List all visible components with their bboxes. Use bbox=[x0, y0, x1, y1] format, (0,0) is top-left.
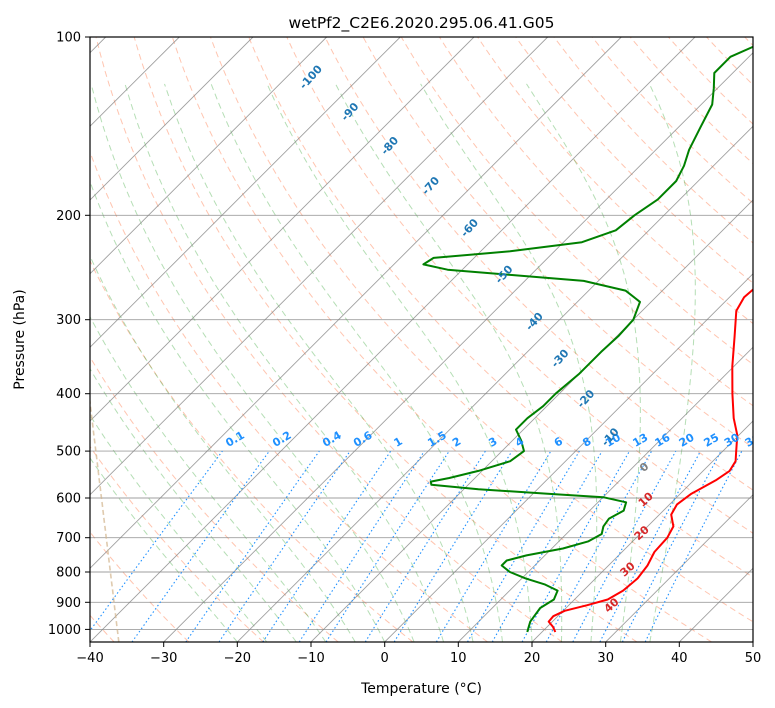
isotherm-line bbox=[384, 273, 753, 642]
x-tick-label: −10 bbox=[297, 651, 324, 666]
mixing-ratio-line bbox=[644, 450, 743, 642]
mixing-ratio-label: 36 bbox=[743, 431, 763, 450]
isotherm-line bbox=[236, 125, 753, 642]
chart-title: wetPf2_C2E6.2020.295.06.41.G05 bbox=[289, 14, 555, 33]
moist-adiabat-line bbox=[420, 83, 598, 642]
x-tick-label: 20 bbox=[524, 651, 541, 666]
mixing-ratio-line bbox=[545, 450, 653, 642]
axes: −40 −30 −20 −10 0 10 20 30 40 50 1000 900 800 700 600 5… bbox=[48, 31, 761, 667]
mixing-ratio-line bbox=[572, 450, 677, 642]
temperature-profile-line bbox=[547, 288, 753, 633]
y-tick-label: 800 bbox=[56, 566, 81, 581]
isotherm-line bbox=[531, 420, 753, 642]
y-tick-label: 600 bbox=[56, 492, 81, 507]
isotherm-line bbox=[90, 37, 696, 642]
x-tick-label: 0 bbox=[381, 651, 389, 666]
x-tick-label: −20 bbox=[224, 651, 251, 666]
mixing-ratio-line bbox=[393, 450, 513, 642]
dry-adiabat-line bbox=[171, 37, 712, 642]
dry-adiabat-line bbox=[248, 37, 753, 578]
dry-adiabat-line bbox=[90, 445, 264, 642]
mixing-ratio-line bbox=[325, 450, 450, 642]
y-tick-label: 400 bbox=[56, 387, 81, 402]
moist-adiabat-line bbox=[90, 457, 238, 642]
isotherm-line bbox=[90, 37, 549, 496]
moist-adiabat-line bbox=[90, 367, 297, 642]
moist-adiabat-line bbox=[210, 83, 503, 642]
moist-adiabat-line bbox=[335, 83, 563, 642]
saturation-curve bbox=[90, 396, 120, 642]
y-tick-label: 700 bbox=[56, 531, 81, 546]
moist-adiabat-line bbox=[526, 83, 641, 642]
dry-adiabat-line bbox=[591, 37, 753, 204]
y-axis-title: Pressure (hPa) bbox=[12, 289, 28, 389]
dry-adiabat-line bbox=[324, 37, 753, 491]
dewpoint-profile-line bbox=[422, 45, 753, 633]
x-tick-label: 30 bbox=[597, 651, 614, 666]
mixing-ratio-line bbox=[521, 450, 630, 642]
dry-adiabat-line bbox=[95, 37, 563, 642]
plot-frame bbox=[89, 36, 754, 643]
moist-adiabat-line bbox=[124, 83, 445, 642]
x-tick-label: 10 bbox=[450, 651, 467, 666]
moist-adiabat-line bbox=[164, 83, 474, 642]
mixing-ratio-line bbox=[298, 450, 425, 642]
dry-adiabat-line bbox=[133, 37, 638, 642]
dry-adiabat-line bbox=[210, 37, 753, 623]
moist-adiabat-line bbox=[90, 254, 356, 642]
y-tick-label: 1000 bbox=[48, 623, 81, 638]
x-tick-label: 40 bbox=[671, 651, 688, 666]
mixing-ratio-line bbox=[185, 450, 320, 642]
x-tick-label: −30 bbox=[150, 651, 177, 666]
mixing-ratio-line bbox=[90, 450, 223, 632]
isotherm-line bbox=[457, 346, 753, 642]
mixing-ratio-line bbox=[262, 450, 392, 642]
moist-adiabat-line bbox=[90, 414, 268, 642]
isotherm-line bbox=[163, 52, 753, 642]
isotherm-line bbox=[90, 37, 475, 422]
moist-adiabat-line bbox=[90, 180, 386, 642]
y-tick-label: 200 bbox=[56, 209, 81, 224]
isotherm-line bbox=[90, 37, 254, 201]
moist-adiabat-line bbox=[90, 315, 327, 642]
dry-adiabat-line bbox=[477, 37, 753, 325]
dry-adiabat-line bbox=[90, 259, 414, 642]
y-tick-label: 500 bbox=[56, 445, 81, 460]
x-tick-label: 50 bbox=[745, 651, 762, 666]
isotherm-line bbox=[605, 494, 753, 642]
dry-adiabat-line bbox=[515, 37, 753, 284]
dry-adiabat-line bbox=[400, 37, 753, 407]
y-tick-label: 100 bbox=[56, 31, 81, 46]
x-tick-label: −40 bbox=[76, 651, 103, 666]
x-axis-title: Temperature (°C) bbox=[360, 681, 482, 697]
isotherm-line bbox=[90, 37, 622, 569]
dry-adiabat-line bbox=[629, 37, 753, 165]
y-tick-label: 300 bbox=[56, 313, 81, 328]
isotherm-line bbox=[90, 37, 401, 348]
data-profiles bbox=[422, 45, 753, 633]
y-tick-label: 900 bbox=[56, 596, 81, 611]
mixing-ratio-line bbox=[131, 450, 270, 642]
moist-adiabat-line bbox=[90, 83, 415, 642]
mixing-ratio-line bbox=[218, 450, 351, 642]
moist-adiabat-line bbox=[648, 83, 696, 642]
isotherm-line bbox=[90, 37, 328, 275]
